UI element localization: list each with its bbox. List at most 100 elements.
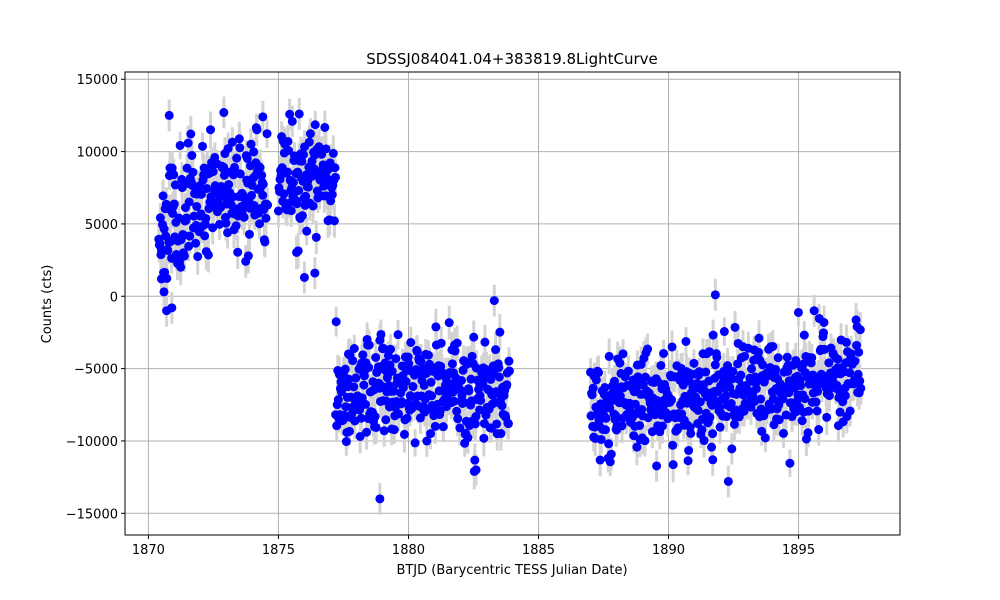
data-point <box>852 340 862 350</box>
data-point <box>730 322 740 332</box>
data-point <box>704 347 714 357</box>
data-point <box>814 425 824 435</box>
data-point <box>208 167 218 177</box>
data-point <box>389 425 399 435</box>
data-point <box>471 465 481 475</box>
data-point <box>244 229 254 239</box>
data-point <box>727 374 737 384</box>
data-point <box>600 383 610 393</box>
data-point <box>426 377 436 387</box>
data-point <box>705 412 715 422</box>
data-point <box>807 353 817 363</box>
data-point <box>708 429 718 439</box>
data-point <box>246 139 256 149</box>
y-tick-label: 10000 <box>77 146 118 161</box>
data-point <box>391 354 401 364</box>
data-point <box>202 184 212 194</box>
data-point <box>239 212 249 222</box>
data-point <box>822 412 832 422</box>
data-point <box>330 163 340 173</box>
data-point <box>284 146 294 156</box>
data-point <box>379 343 389 353</box>
data-point <box>235 143 245 153</box>
data-point <box>640 436 650 446</box>
data-point <box>364 362 374 372</box>
data-point <box>156 274 166 284</box>
data-point <box>635 421 645 431</box>
data-point <box>287 116 297 126</box>
data-point <box>494 372 504 382</box>
data-point <box>756 394 766 404</box>
data-point <box>297 211 307 221</box>
data-point <box>430 421 440 431</box>
data-point <box>294 186 304 196</box>
data-point <box>723 476 733 486</box>
data-point <box>855 325 865 335</box>
data-point <box>833 354 843 364</box>
data-point <box>697 425 707 435</box>
plot-frame <box>124 71 901 536</box>
data-point <box>856 383 866 393</box>
data-point <box>463 433 473 443</box>
data-point <box>179 251 189 261</box>
y-tick-label: −10000 <box>66 435 118 450</box>
data-point <box>416 357 426 367</box>
data-point <box>667 342 677 352</box>
data-point <box>774 415 784 425</box>
data-point <box>176 262 186 272</box>
data-point <box>258 112 268 122</box>
y-tick-label: −15000 <box>66 507 118 522</box>
data-point <box>221 218 231 228</box>
data-point <box>294 109 304 119</box>
data-point <box>587 390 597 400</box>
data-point <box>615 358 625 368</box>
data-point <box>779 428 789 438</box>
data-point <box>727 444 737 454</box>
y-tick-label: 0 <box>110 290 118 305</box>
data-point <box>491 345 501 355</box>
data-point <box>798 359 808 369</box>
data-point <box>419 380 429 390</box>
data-point <box>492 419 502 429</box>
data-point <box>707 442 717 452</box>
data-point <box>803 428 813 438</box>
data-point <box>375 494 385 504</box>
data-point <box>341 437 351 447</box>
data-point <box>800 394 810 404</box>
x-tick-label: 1875 <box>262 543 295 558</box>
data-point <box>799 330 809 340</box>
data-point <box>200 231 210 241</box>
data-point <box>163 245 173 255</box>
data-point <box>182 213 192 223</box>
data-point <box>376 329 386 339</box>
data-point <box>736 370 746 380</box>
data-point <box>610 376 620 386</box>
data-point <box>681 336 691 346</box>
data-point <box>305 129 315 139</box>
data-point <box>760 433 770 443</box>
data-point <box>604 439 614 449</box>
data-point <box>362 427 372 437</box>
data-point <box>464 386 474 396</box>
data-point <box>219 162 229 172</box>
data-point <box>782 352 792 362</box>
data-point <box>355 405 365 415</box>
data-point <box>351 373 361 383</box>
data-point <box>504 356 514 366</box>
x-tick-label: 1890 <box>652 543 685 558</box>
data-point <box>355 431 365 441</box>
data-point <box>310 120 320 130</box>
data-point <box>715 422 725 432</box>
data-point <box>667 395 677 405</box>
data-point <box>747 364 757 374</box>
data-point <box>310 268 320 278</box>
data-point <box>758 360 768 370</box>
data-point <box>740 351 750 361</box>
data-point <box>402 413 412 423</box>
data-point <box>303 182 313 192</box>
data-point <box>403 352 413 362</box>
data-point <box>242 153 252 163</box>
data-point <box>601 413 611 423</box>
data-point <box>438 422 448 432</box>
